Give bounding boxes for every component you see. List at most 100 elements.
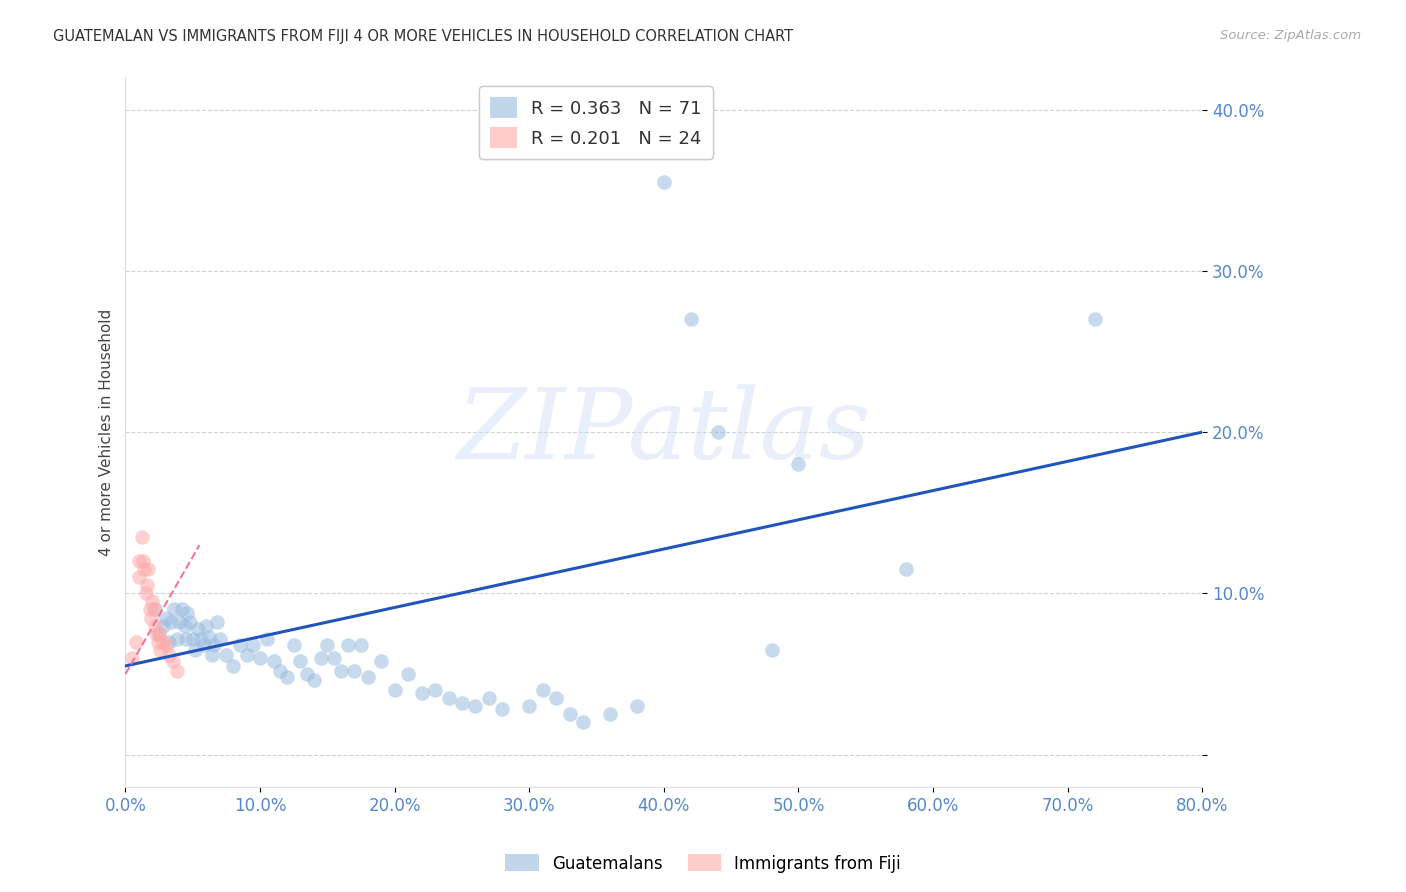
Point — [761, 642, 783, 657]
Point — [138, 562, 160, 576]
Point — [162, 654, 184, 668]
Point — [491, 702, 513, 716]
Point — [558, 707, 581, 722]
Point — [370, 654, 392, 668]
Point — [148, 626, 170, 640]
Legend: Guatemalans, Immigrants from Fiji: Guatemalans, Immigrants from Fiji — [499, 847, 907, 880]
Point — [195, 618, 218, 632]
Point — [128, 570, 150, 584]
Point — [166, 632, 188, 646]
Point — [546, 691, 568, 706]
Point — [187, 622, 209, 636]
Point — [152, 618, 174, 632]
Point — [679, 312, 702, 326]
Point — [229, 638, 252, 652]
Point — [125, 634, 148, 648]
Point — [302, 673, 325, 688]
Point — [451, 696, 474, 710]
Text: GUATEMALAN VS IMMIGRANTS FROM FIJI 4 OR MORE VEHICLES IN HOUSEHOLD CORRELATION C: GUATEMALAN VS IMMIGRANTS FROM FIJI 4 OR … — [53, 29, 793, 44]
Text: ZIPatlas: ZIPatlas — [457, 384, 872, 480]
Point — [343, 664, 366, 678]
Point — [181, 632, 204, 646]
Point — [215, 648, 238, 662]
Point — [205, 615, 228, 630]
Point — [572, 715, 595, 730]
Point — [155, 610, 177, 624]
Point — [599, 707, 621, 722]
Point — [198, 630, 221, 644]
Point — [136, 578, 159, 592]
Point — [163, 602, 186, 616]
Point — [517, 699, 540, 714]
Point — [145, 626, 167, 640]
Point — [706, 425, 728, 439]
Point — [166, 664, 188, 678]
Point — [155, 638, 177, 652]
Point — [1083, 312, 1105, 326]
Point — [357, 670, 380, 684]
Point — [242, 638, 264, 652]
Point — [423, 683, 446, 698]
Point — [222, 659, 245, 673]
Point — [531, 683, 554, 698]
Point — [143, 602, 166, 616]
Point — [269, 664, 291, 678]
Point — [148, 626, 170, 640]
Point — [276, 670, 298, 684]
Point — [202, 638, 225, 652]
Point — [894, 562, 917, 576]
Point — [170, 602, 193, 616]
Point — [190, 632, 212, 646]
Point — [396, 667, 419, 681]
Point — [208, 632, 231, 646]
Point — [323, 651, 346, 665]
Point — [179, 615, 201, 630]
Point — [384, 683, 406, 698]
Point — [249, 651, 271, 665]
Point — [157, 648, 180, 662]
Point — [121, 651, 143, 665]
Point — [437, 691, 460, 706]
Point — [290, 654, 312, 668]
Point — [478, 691, 501, 706]
Point — [336, 638, 359, 652]
Point — [149, 642, 172, 657]
Point — [787, 458, 810, 472]
Point — [173, 618, 195, 632]
Point — [626, 699, 648, 714]
Point — [176, 606, 198, 620]
Point — [283, 638, 305, 652]
Y-axis label: 4 or more Vehicles in Household: 4 or more Vehicles in Household — [100, 309, 114, 556]
Point — [411, 686, 433, 700]
Point — [160, 615, 183, 630]
Point — [193, 638, 215, 652]
Text: Source: ZipAtlas.com: Source: ZipAtlas.com — [1220, 29, 1361, 42]
Point — [263, 654, 285, 668]
Point — [152, 634, 174, 648]
Point — [139, 610, 162, 624]
Point — [146, 634, 169, 648]
Point — [464, 699, 486, 714]
Point — [184, 642, 207, 657]
Point — [135, 586, 157, 600]
Point — [157, 634, 180, 648]
Point — [131, 530, 153, 544]
Point — [350, 638, 373, 652]
Point — [132, 554, 155, 568]
Point — [142, 602, 165, 616]
Legend: R = 0.363   N = 71, R = 0.201   N = 24: R = 0.363 N = 71, R = 0.201 N = 24 — [479, 87, 713, 159]
Point — [174, 632, 197, 646]
Point — [201, 648, 224, 662]
Point — [134, 562, 156, 576]
Point — [128, 554, 150, 568]
Point — [143, 618, 166, 632]
Point — [309, 651, 332, 665]
Point — [256, 632, 278, 646]
Point — [235, 648, 257, 662]
Point — [329, 664, 352, 678]
Point — [316, 638, 339, 652]
Point — [141, 594, 163, 608]
Point — [295, 667, 318, 681]
Point — [652, 175, 675, 189]
Point — [169, 615, 191, 630]
